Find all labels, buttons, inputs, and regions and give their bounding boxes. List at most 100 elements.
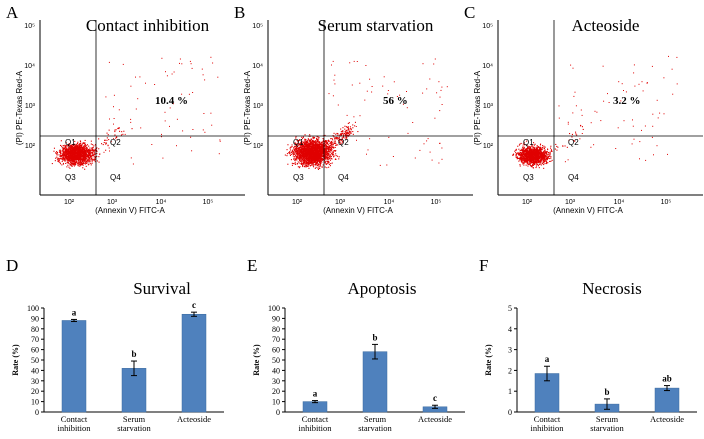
dot <box>313 152 315 154</box>
dot <box>305 151 307 153</box>
dot <box>528 163 530 165</box>
dot <box>73 155 75 157</box>
dot <box>67 160 69 162</box>
dot <box>296 148 298 150</box>
dot <box>314 151 316 153</box>
dot <box>534 148 536 150</box>
dot <box>69 152 71 154</box>
dot <box>79 165 81 167</box>
dot <box>328 148 330 150</box>
dot <box>527 165 529 167</box>
dot <box>295 156 297 158</box>
dot <box>61 154 63 156</box>
dot <box>286 153 288 155</box>
dot <box>543 151 545 153</box>
dot <box>542 145 544 147</box>
dot <box>325 152 327 154</box>
dot <box>336 155 338 157</box>
dot <box>365 65 367 66</box>
dot <box>62 153 64 155</box>
dot <box>104 139 106 141</box>
dot <box>521 160 523 162</box>
dot <box>536 160 538 162</box>
dot <box>324 157 326 159</box>
dot <box>314 144 316 146</box>
dot <box>139 76 141 78</box>
dot <box>82 156 84 158</box>
dot <box>296 139 298 141</box>
dot <box>74 163 76 165</box>
dot <box>79 154 81 156</box>
dot <box>519 154 521 156</box>
dot <box>539 152 541 154</box>
dot <box>315 159 317 161</box>
dot <box>333 79 335 81</box>
dot <box>299 147 301 149</box>
dot <box>329 153 331 155</box>
dot <box>537 160 539 162</box>
dot <box>307 150 309 152</box>
dot <box>315 163 317 165</box>
dot <box>296 150 298 152</box>
dot <box>75 151 77 153</box>
dot <box>75 159 77 161</box>
dot <box>543 152 545 154</box>
dot <box>312 165 314 167</box>
dot <box>309 150 311 152</box>
dot <box>80 150 82 152</box>
dot <box>316 140 318 142</box>
dot <box>88 160 90 162</box>
dot <box>84 153 86 155</box>
dot <box>518 153 520 155</box>
x-tick-label: 10⁴ <box>384 199 395 206</box>
dot <box>66 152 68 154</box>
dot <box>322 141 324 143</box>
dot <box>78 152 80 154</box>
dot <box>329 159 331 161</box>
dot <box>90 149 92 151</box>
dot <box>523 157 525 159</box>
dot <box>383 76 385 78</box>
dot <box>312 159 314 161</box>
dot <box>326 140 328 142</box>
dot <box>172 103 174 105</box>
dot <box>326 157 328 159</box>
dot <box>299 139 301 141</box>
dot <box>329 151 331 153</box>
dot <box>541 157 543 159</box>
dot <box>84 159 86 161</box>
dot <box>306 165 308 167</box>
dot <box>73 147 75 149</box>
dot <box>441 86 443 88</box>
dot <box>313 141 315 143</box>
dot <box>96 155 98 157</box>
dot <box>316 159 318 161</box>
dot <box>305 156 307 158</box>
dot <box>297 142 299 144</box>
dot <box>522 147 524 149</box>
dot <box>72 148 74 150</box>
dot <box>309 152 311 154</box>
dot <box>296 143 298 145</box>
dot <box>81 158 83 160</box>
dot <box>355 126 357 127</box>
dot <box>537 157 539 159</box>
dot <box>65 162 67 164</box>
dot <box>332 151 334 153</box>
dot <box>299 149 301 151</box>
dot <box>441 158 443 160</box>
dot <box>79 151 81 153</box>
dot <box>311 156 313 158</box>
dot <box>527 148 529 150</box>
dot <box>294 158 296 160</box>
dot <box>302 164 304 166</box>
dot <box>64 152 66 154</box>
dot <box>82 155 84 157</box>
dot <box>543 149 545 151</box>
dot <box>308 154 310 156</box>
dot <box>67 162 69 164</box>
dot <box>293 154 295 156</box>
dot <box>518 148 520 150</box>
